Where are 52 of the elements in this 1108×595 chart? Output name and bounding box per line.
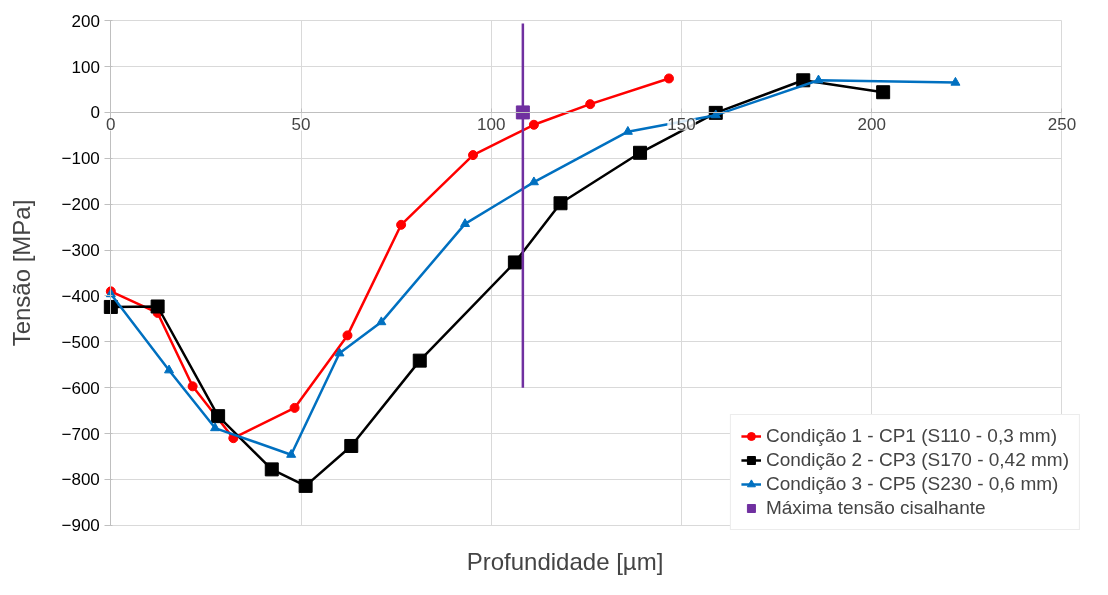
point	[553, 196, 568, 211]
y-tick-label: 100	[71, 57, 100, 77]
y-tick-label: −500	[61, 332, 100, 352]
x-tick-label: 50	[291, 115, 311, 135]
point	[528, 119, 539, 130]
legend-label: Condição 2 - CP3 (S170 - 0,42 mm)	[765, 449, 1069, 471]
point	[622, 125, 633, 135]
y-tick-label: −200	[61, 195, 100, 215]
y-tick-label: −900	[61, 516, 100, 536]
x-tick-label: 150	[667, 115, 696, 135]
point	[289, 402, 300, 413]
point	[334, 347, 345, 357]
point	[211, 409, 226, 424]
point	[950, 76, 961, 86]
point	[342, 330, 353, 341]
legend-label: Condição 1 - CP1 (S110 - 0,3 mm)	[765, 425, 1058, 447]
point	[264, 462, 279, 477]
point	[876, 85, 891, 100]
x-axis-title: Profundidade [µm]	[466, 547, 664, 575]
legend-label: Condição 3 - CP5 (S230 - 0,6 mm)	[765, 473, 1059, 495]
point	[710, 109, 721, 119]
x-tick-label: 200	[857, 115, 886, 135]
y-tick-label: −100	[61, 149, 100, 169]
point	[468, 150, 479, 161]
point	[396, 219, 407, 230]
point	[286, 449, 297, 458]
point	[187, 381, 198, 392]
x-tick-label: 0	[106, 115, 116, 135]
y-tick-label: −300	[61, 241, 100, 261]
point	[507, 255, 522, 270]
y-tick-label: −700	[61, 424, 100, 444]
point	[813, 74, 824, 84]
point	[210, 422, 221, 432]
y-axis-title: Tensão [MPa]	[7, 199, 35, 347]
point	[344, 438, 359, 453]
point	[585, 99, 596, 110]
point	[376, 316, 387, 326]
x-tick-label: 250	[1047, 115, 1077, 135]
point	[460, 218, 471, 227]
y-tick-label: 200	[71, 11, 100, 31]
x-tick-label: 100	[477, 115, 506, 135]
legend-label: Máxima tensão cisalhante	[765, 497, 986, 519]
y-tick-label: −800	[61, 470, 100, 490]
point	[663, 73, 674, 84]
point	[633, 145, 648, 160]
point	[164, 364, 175, 374]
point	[298, 478, 313, 493]
y-tick-label: −400	[61, 286, 100, 306]
point	[412, 353, 427, 368]
point	[528, 176, 539, 186]
y-tick-label: −600	[61, 378, 100, 398]
point	[150, 299, 165, 314]
